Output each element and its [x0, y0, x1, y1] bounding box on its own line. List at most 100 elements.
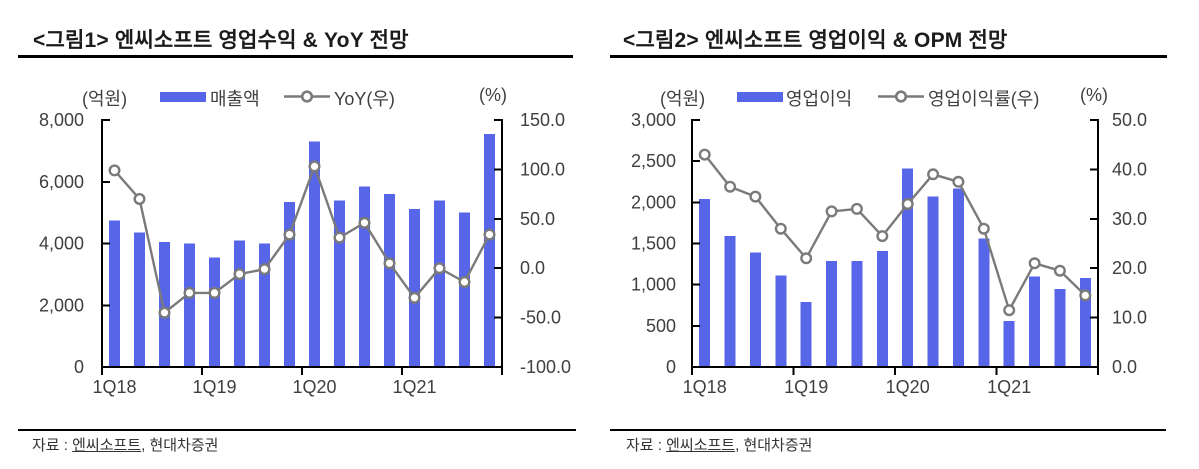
figure1-line-legend-label: YoY(우): [334, 89, 395, 109]
figure2-plot: 0 500 1,000 1,500 2,000 2,500 3,000 0.0 10.0 20.0…: [631, 110, 1147, 397]
x-tick-label: 1Q21: [392, 377, 436, 397]
figure2-footer-rule: [610, 429, 1166, 431]
x-tick-label: 1Q20: [292, 377, 336, 397]
line-marker-1Q21: [408, 291, 421, 304]
y-left-tick-label: 0: [74, 357, 84, 377]
figure2-title-rule: [610, 55, 1167, 58]
y-left-tick-label: 500: [646, 316, 676, 336]
bar-3Q20: [359, 186, 370, 367]
line-marker-1Q18: [698, 148, 711, 161]
bar-1Q19: [209, 257, 220, 367]
line-marker-3Q21: [458, 276, 471, 289]
figure2-line-legend-label: 영업이익률(우): [928, 89, 1040, 109]
y-right-tick-label: -100.0: [520, 357, 571, 377]
y-right-tick-label: 0.0: [520, 258, 545, 278]
figure1-line-legend-swatch: [284, 90, 330, 103]
line-marker-4Q20: [977, 222, 990, 235]
bar-2Q19: [826, 260, 838, 367]
line-marker-4Q20: [383, 257, 396, 270]
line-marker-1Q20: [901, 197, 914, 210]
bar-1Q18: [699, 199, 711, 367]
line-marker-4Q21: [1079, 289, 1092, 302]
bar-series: [109, 133, 495, 367]
figure1-footer-rule: [18, 429, 576, 431]
bar-2Q18: [134, 232, 145, 367]
line-series: [698, 148, 1092, 317]
y-right-tick-label: 50.0: [520, 209, 555, 229]
y-right-tick-label: 50.0: [1112, 110, 1147, 130]
axes: 0 500 1,000 1,500 2,000 2,500 3,000 0.0 10.0 20.0…: [631, 110, 1147, 397]
y-right-tick-label: -50.0: [520, 308, 561, 328]
y-left-tick-label: 1,500: [631, 234, 676, 254]
figure1-bar-legend-swatch: [160, 92, 206, 102]
line-marker-3Q19: [850, 202, 863, 215]
axes: 0 2,000 4,000 6,000 8,000 -100.0 -50.0 0.0 50.0 1…: [39, 110, 571, 397]
x-tick-label: 1Q19: [192, 377, 236, 397]
figure2-title: <그림2> 엔씨소프트 영업이익 & OPM 전망: [623, 29, 1008, 52]
y-right-tick-label: 150.0: [520, 110, 565, 130]
bar-1Q21: [1003, 320, 1015, 367]
bar-2Q20: [334, 200, 345, 367]
bar-4Q20: [978, 238, 990, 367]
line-marker-3Q21: [1053, 264, 1066, 277]
y-left-tick-label: 0: [666, 357, 676, 377]
bar-1Q19: [800, 302, 812, 367]
source-company-link[interactable]: 엔씨소프트: [666, 437, 736, 454]
figure2-line-legend-swatch: [878, 90, 924, 103]
y-left-tick-label: 6,000: [39, 172, 84, 192]
bar-4Q21: [1079, 278, 1091, 367]
figure1-bar-legend-label: 매출액: [210, 89, 260, 109]
bar-3Q21: [1054, 288, 1066, 367]
bar-4Q20: [384, 193, 395, 367]
line-marker-3Q19: [258, 263, 271, 276]
source-prefix: 자료 :: [626, 437, 667, 454]
line-marker-3Q18: [158, 306, 171, 319]
bar-2Q18: [724, 236, 736, 367]
x-tick-label: 1Q20: [886, 377, 930, 397]
line-marker-1Q19: [208, 286, 221, 299]
bar-4Q19: [876, 250, 888, 367]
bar-2Q19: [234, 240, 245, 367]
line-marker-2Q19: [233, 268, 246, 281]
line-marker-2Q21: [1028, 257, 1041, 270]
bar-1Q18: [109, 220, 120, 367]
y-left-tick-label: 2,500: [631, 151, 676, 171]
line-marker-2Q18: [133, 192, 146, 205]
line-marker-2Q21: [433, 262, 446, 275]
bar-3Q18: [749, 252, 761, 367]
figure1-left-axis-unit: (억원): [82, 89, 128, 109]
x-tick-label: 1Q21: [987, 377, 1031, 397]
source-suffix: , 현대차증권: [141, 437, 219, 454]
line-marker-3Q18: [749, 190, 762, 203]
x-tick-label: 1Q18: [92, 377, 136, 397]
bar-4Q21: [484, 133, 495, 367]
bar-3Q19: [851, 260, 863, 367]
bar-3Q21: [459, 212, 470, 367]
line-marker-2Q19: [825, 205, 838, 218]
bar-3Q20: [952, 188, 964, 367]
figure1-right-axis-unit: (%): [479, 85, 507, 105]
line-marker-4Q21: [483, 228, 496, 241]
x-tick-label: 1Q19: [784, 377, 828, 397]
bar-2Q21: [1029, 276, 1041, 367]
y-right-tick-label: 0.0: [1112, 357, 1137, 377]
x-tick-label: 1Q18: [683, 377, 727, 397]
bar-1Q20: [309, 141, 320, 367]
y-left-tick-label: 2,000: [39, 295, 84, 315]
figure2-source-note: 자료 : 엔씨소프트, 현대차증권: [626, 434, 812, 455]
figure1-title-rule: [18, 55, 573, 58]
bar-series: [699, 168, 1091, 367]
line-marker-2Q20: [927, 168, 940, 181]
line-series: [108, 160, 496, 319]
line-marker-3Q20: [358, 216, 371, 229]
y-right-tick-label: 40.0: [1112, 159, 1147, 179]
source-company-link[interactable]: 엔씨소프트: [72, 437, 142, 454]
line-marker-4Q18: [183, 286, 196, 299]
y-right-tick-label: 20.0: [1112, 258, 1147, 278]
bar-3Q18: [159, 242, 170, 367]
line-marker-1Q18: [108, 164, 121, 177]
line-marker-2Q20: [333, 231, 346, 244]
bar-3Q19: [259, 243, 270, 367]
bar-4Q18: [184, 243, 195, 367]
